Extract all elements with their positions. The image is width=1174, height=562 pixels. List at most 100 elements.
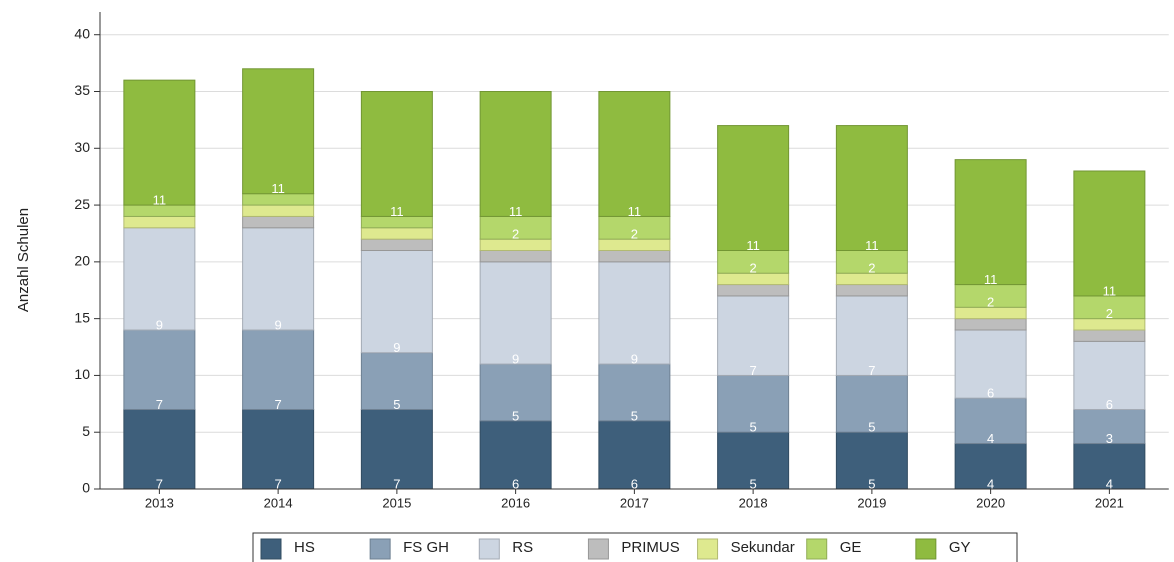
legend-swatch [697,538,719,560]
bar-segment [360,250,433,354]
value-label: 5 [868,420,875,435]
value-label: 7 [275,476,282,491]
value-label: 7 [156,397,163,412]
y-tick-label: 25 [74,196,90,212]
bar-segment [954,397,1027,445]
value-label: 7 [750,363,757,378]
y-tick-label: 15 [74,309,90,325]
bar-segment [598,91,671,217]
value-label: 6 [631,476,638,491]
x-tick-label: 2021 [1095,495,1124,510]
value-label: 9 [393,340,400,355]
bar-segment [835,125,908,251]
x-tick-label: 2013 [145,495,174,510]
value-label: 7 [868,363,875,378]
bar-segment [598,261,671,365]
legend-swatch [915,538,937,560]
value-label: 5 [393,397,400,412]
value-label: 5 [631,408,638,423]
legend-label: GY [949,539,971,556]
bar-segment [954,443,1027,490]
value-label: 6 [987,386,994,401]
value-label: 2 [631,227,638,242]
value-label: 9 [156,317,163,332]
bar-segment [835,431,908,490]
value-label: 2 [750,261,757,276]
value-label: 9 [275,317,282,332]
value-label: 9 [631,352,638,367]
legend-label: Sekundar [731,539,795,556]
y-tick-label: 35 [74,82,90,98]
bar-segment [360,91,433,217]
bar-segment [479,420,552,490]
value-label: 11 [746,238,760,253]
bar-segment [479,250,552,263]
legend-swatch [806,538,828,560]
legend-swatch [369,538,391,560]
bar-segment [242,409,315,490]
value-label: 11 [509,204,523,219]
bar-segment [954,318,1027,331]
y-tick-label: 30 [74,139,90,155]
y-tick-label: 10 [74,366,90,382]
bar-segment [242,329,315,410]
value-label: 3 [1106,431,1113,446]
value-label: 5 [868,476,875,491]
x-tick-label: 2018 [739,495,768,510]
bar-segment [360,238,433,251]
value-label: 2 [512,227,519,242]
legend-label: PRIMUS [621,539,679,556]
bar-segment [123,329,196,410]
value-label: 4 [987,431,994,446]
bar-segment [1073,443,1146,490]
x-tick-label: 2016 [501,495,530,510]
y-axis-label: Anzahl Schulen [15,208,32,312]
value-label: 4 [1106,476,1113,491]
bar-segment [479,261,552,365]
bar-segment [954,159,1027,286]
legend-swatch [478,538,500,560]
bar-segment [360,352,433,411]
legend-label: HS [294,539,315,556]
value-label: 11 [153,193,167,208]
legend-swatch [260,538,282,560]
bar-segment [123,215,196,229]
value-label: 11 [628,204,642,219]
value-label: 7 [275,397,282,412]
value-label: 6 [1106,397,1113,412]
legend-label: GE [840,539,862,556]
value-label: 4 [987,476,994,491]
x-tick-label: 2019 [857,495,886,510]
bar-segment [1073,340,1146,411]
value-label: 2 [1106,306,1113,321]
value-label: 5 [750,476,757,491]
value-label: 9 [512,352,519,367]
bar-segment [717,295,790,376]
bar-segment [242,68,315,195]
legend-label: RS [512,539,533,556]
value-label: 2 [868,261,875,276]
value-label: 11 [271,181,285,196]
legend-label: FS GH [403,539,449,556]
value-label: 11 [390,204,404,219]
value-label: 7 [156,476,163,491]
bar-segment [123,79,196,206]
x-tick-label: 2014 [264,495,293,510]
bar-segment [479,363,552,422]
y-tick-label: 0 [82,480,90,496]
value-label: 5 [750,420,757,435]
value-label: 6 [512,476,519,491]
x-tick-label: 2020 [976,495,1005,510]
y-tick-label: 40 [74,25,90,41]
value-label: 5 [512,408,519,423]
value-label: 11 [1103,283,1117,298]
bar-segment [598,363,671,422]
bar-segment [242,215,315,229]
x-tick-label: 2015 [382,495,411,510]
value-label: 11 [865,238,879,253]
bar-segment [1073,409,1146,445]
bar-segment [123,227,196,331]
y-tick-label: 5 [82,423,90,439]
bar-segment [479,91,552,217]
